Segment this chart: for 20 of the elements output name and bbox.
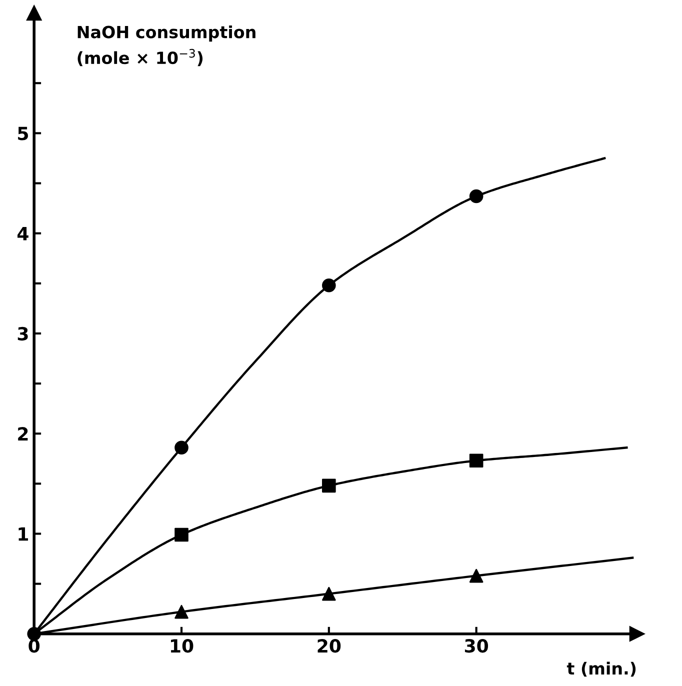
point xyxy=(469,454,484,468)
y-tick-label: 3 xyxy=(18,326,28,341)
y-tick-label: 5 xyxy=(18,126,28,140)
y-tick-label: 1 xyxy=(18,527,28,541)
point xyxy=(174,528,188,542)
point xyxy=(174,440,188,455)
x-axis-title: t (min.) xyxy=(566,662,636,677)
y-axis-title: NaOH consumption (mole × 10$^{−3}$) xyxy=(78,25,256,66)
x-tick-label: 20 xyxy=(318,639,341,653)
point xyxy=(322,478,336,493)
point xyxy=(469,189,484,204)
point xyxy=(322,586,336,601)
y-tick-label: 2 xyxy=(18,427,28,440)
x-tick-label: 10 xyxy=(170,639,194,653)
point xyxy=(322,278,336,292)
y-tick-label: 4 xyxy=(17,227,28,240)
point xyxy=(27,626,42,641)
point xyxy=(469,568,484,583)
x-tick-label: 30 xyxy=(464,639,488,653)
point xyxy=(174,604,188,619)
